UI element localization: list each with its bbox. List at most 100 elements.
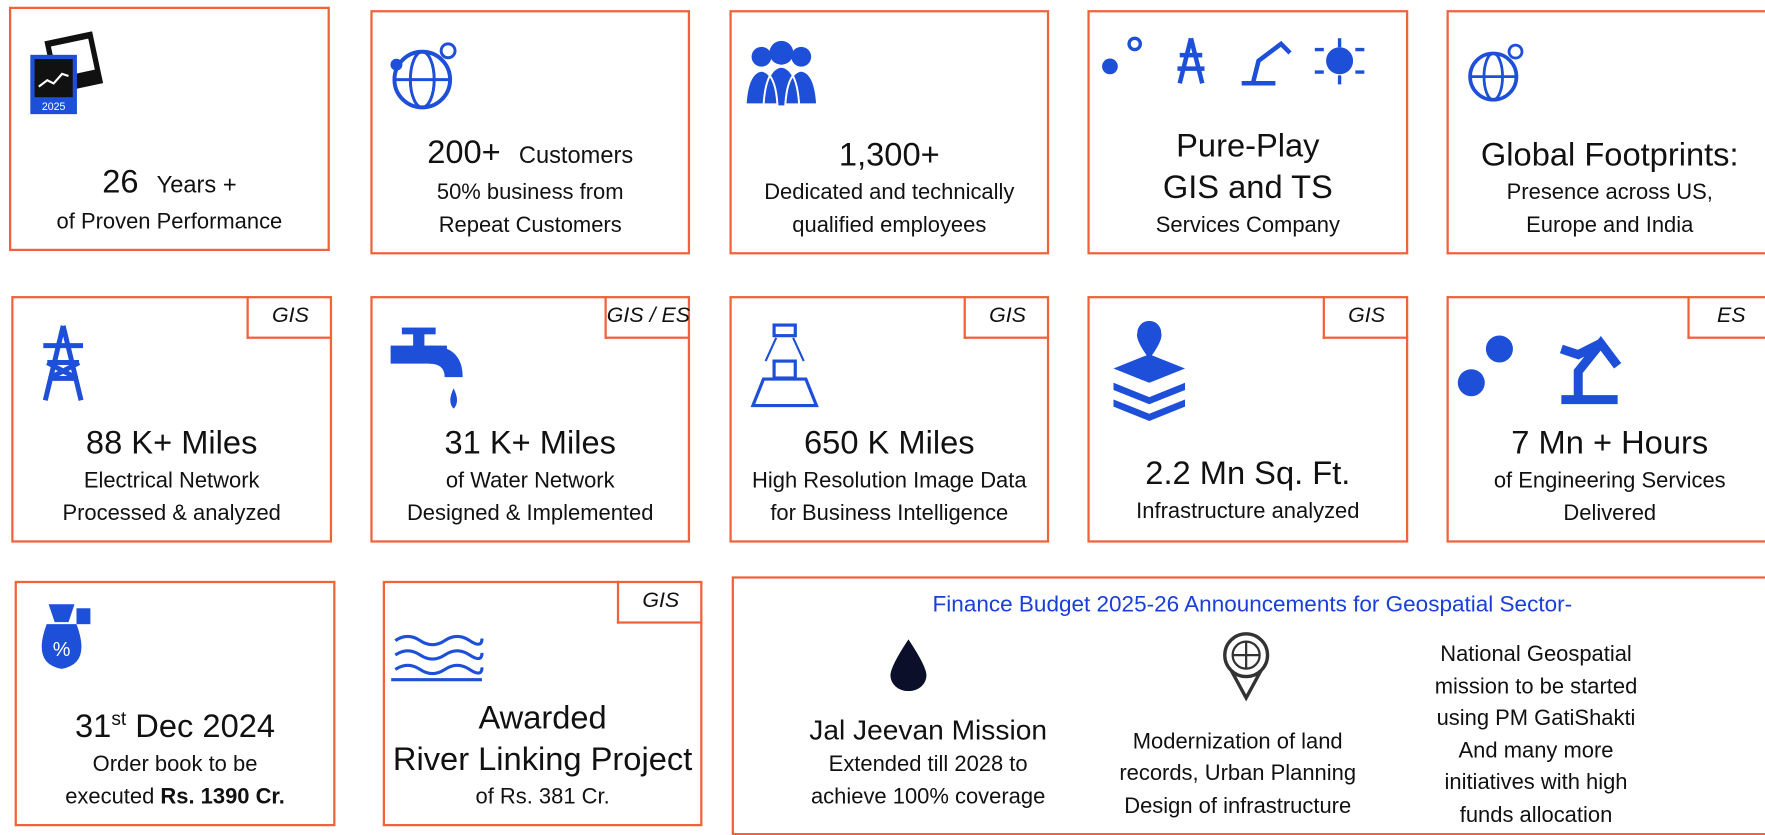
text-line: National Geospatial	[1440, 641, 1632, 667]
icon: 1998 2025	[30, 31, 104, 115]
icon	[1113, 320, 1186, 421]
headline: 26 Years +	[11, 162, 327, 206]
text-line: records, Urban Planning	[1119, 760, 1357, 786]
text-line: Modernization of land	[1132, 728, 1343, 754]
text-line: funds allocation	[1459, 802, 1613, 827]
card-text: 26 Years + of Proven Performance	[11, 162, 327, 238]
headline: 88 K+ Miles	[14, 423, 330, 465]
icon	[890, 639, 927, 692]
text-line: executed Rs. 1390 Cr.	[17, 781, 333, 813]
card-text: 7 Mn + Hours of Engineering Services Deliv…	[1449, 423, 1765, 529]
headline: 1,300+	[732, 135, 1047, 177]
card: GIS 2.2 Mn Sq. Ft. Infrastructure analyzed	[1087, 296, 1409, 543]
headline-value: 31 K+ Miles	[444, 425, 616, 462]
headline-value: 26	[102, 163, 139, 200]
headline: 650 K Miles	[732, 423, 1047, 465]
text-line: mission to be started	[1434, 673, 1638, 699]
headline-rest: Dec 2024	[126, 709, 276, 746]
headline-value: 7 Mn + Hours	[1511, 425, 1709, 462]
headline: 7 Mn + Hours	[1449, 423, 1765, 465]
headline-value: 1,300+	[838, 137, 940, 174]
card: 1998 2025 26 Years + of Proven Performanc…	[9, 6, 330, 252]
headline-unit: Customers	[518, 142, 634, 169]
text-line: Electrical Network	[83, 468, 260, 494]
headline-value: 88 K+ Miles	[85, 425, 258, 462]
card: GIS 88 K+ Miles Electrical Network Processe…	[11, 296, 333, 543]
text-line: of Rs. 381 Cr.	[475, 784, 610, 809]
card-text: 200+ Customers 50% business from Repeat Cu…	[373, 133, 688, 241]
card: % 31st Dec 2024 Order book to be executed …	[14, 580, 336, 827]
tag: ES	[1687, 296, 1765, 339]
headline: Global Footprints:	[1449, 135, 1765, 177]
text-line: Design of infrastructure	[1124, 793, 1352, 818]
card-text: 31 K+ Miles of Water Network Designed & Im…	[373, 423, 688, 529]
card: GIS / ES 31 K+ Miles of Water Network Desig…	[370, 296, 691, 543]
text: executed	[65, 784, 161, 809]
icon	[390, 327, 463, 409]
text-line: High Resolution Image Data	[752, 468, 1027, 494]
text-line: for Business Intelligence	[770, 500, 1009, 526]
card: 1,300+ Dedicated and technically qualified…	[729, 10, 1050, 255]
card: 200+ Customers 50% business from Repeat Cu…	[370, 10, 691, 255]
icon	[1457, 335, 1622, 405]
text-line: And many more	[1458, 737, 1614, 763]
card-text: 1,300+ Dedicated and technically qualified…	[732, 135, 1047, 241]
icon	[1102, 36, 1365, 86]
text-line: Delivered	[1563, 500, 1657, 526]
card-text: Awarded River Linking Project of Rs. 381 C…	[385, 697, 700, 812]
headline: 31 K+ Miles	[373, 423, 688, 465]
text-line: Designed & Implemented	[406, 500, 654, 526]
text-line: Europe and India	[1526, 212, 1694, 237]
card: Pure-Play GIS and TS Services Company	[1087, 10, 1409, 255]
card-text: Pure-Play GIS and TS Services Company	[1090, 126, 1406, 241]
icon	[750, 323, 819, 408]
text-line: Dedicated and technically	[764, 180, 1015, 205]
icon	[1223, 632, 1270, 702]
text-line: using PM GatiShakti	[1436, 705, 1636, 731]
card-text: 88 K+ Miles Electrical Network Processed &…	[14, 423, 330, 529]
text-line: Extended till 2028 to	[828, 751, 1028, 777]
headline: 200+ Customers	[373, 133, 688, 177]
headline-value: 650 K Miles	[804, 425, 975, 462]
tag: GIS / ES	[604, 296, 691, 339]
headline-sup: st	[111, 708, 127, 730]
headline: Awarded	[478, 699, 607, 736]
text-line: achieve 100% coverage	[810, 784, 1046, 809]
text-line: Presence across US,	[1506, 180, 1713, 205]
headline: 2.2 Mn Sq. Ft.	[1090, 453, 1406, 495]
tag: GIS	[1322, 296, 1409, 339]
card-text: 2.2 Mn Sq. Ft. Infrastructure analyzed	[1090, 453, 1406, 527]
budget-item: Modernization of land records, Urban Plan…	[1089, 726, 1387, 822]
tag: GIS	[616, 580, 703, 624]
headline-value: 31	[75, 709, 112, 746]
text-line: initiatives with high	[1444, 769, 1628, 795]
headline-unit: Years +	[156, 171, 237, 198]
headline-value: 2.2 Mn Sq. Ft.	[1145, 455, 1351, 492]
card-text: 31st Dec 2024 Order book to be executed Rs…	[17, 698, 333, 812]
headline: GIS and TS	[1162, 169, 1333, 206]
tag: GIS	[246, 296, 333, 339]
svg-text:%: %	[53, 639, 71, 661]
card: GIS Awarded River Linking Project of Rs. 38…	[382, 580, 703, 827]
budget-item: Jal Jeevan Mission Extended till 2028 to a…	[779, 713, 1077, 813]
icon	[391, 634, 484, 682]
icon	[1468, 43, 1524, 102]
budget-item: National Geospatial mission to be started…	[1387, 638, 1685, 830]
text-line: 50% business from	[436, 180, 624, 205]
text-line: Infrastructure analyzed	[1136, 498, 1360, 523]
headline: River Linking Project	[392, 741, 693, 778]
icon-label: 1998	[78, 73, 104, 90]
text-line: Services Company	[1155, 212, 1340, 237]
headline-value: 200+	[427, 135, 501, 172]
text-line: Processed & analyzed	[62, 500, 281, 526]
icon	[42, 325, 84, 401]
tag: GIS	[963, 296, 1050, 339]
text-line: of Water Network	[445, 468, 615, 494]
text-line: of Engineering Services	[1493, 468, 1726, 494]
text-line: of Proven Performance	[56, 208, 283, 234]
item-heading: Jal Jeevan Mission	[809, 714, 1048, 747]
card: Global Footprints: Presence across US, Eur…	[1446, 10, 1765, 255]
card: GIS 650 K Miles High Resolution Image Data…	[729, 296, 1050, 543]
budget-title: Finance Budget 2025-26 Announcements for…	[932, 592, 1573, 617]
